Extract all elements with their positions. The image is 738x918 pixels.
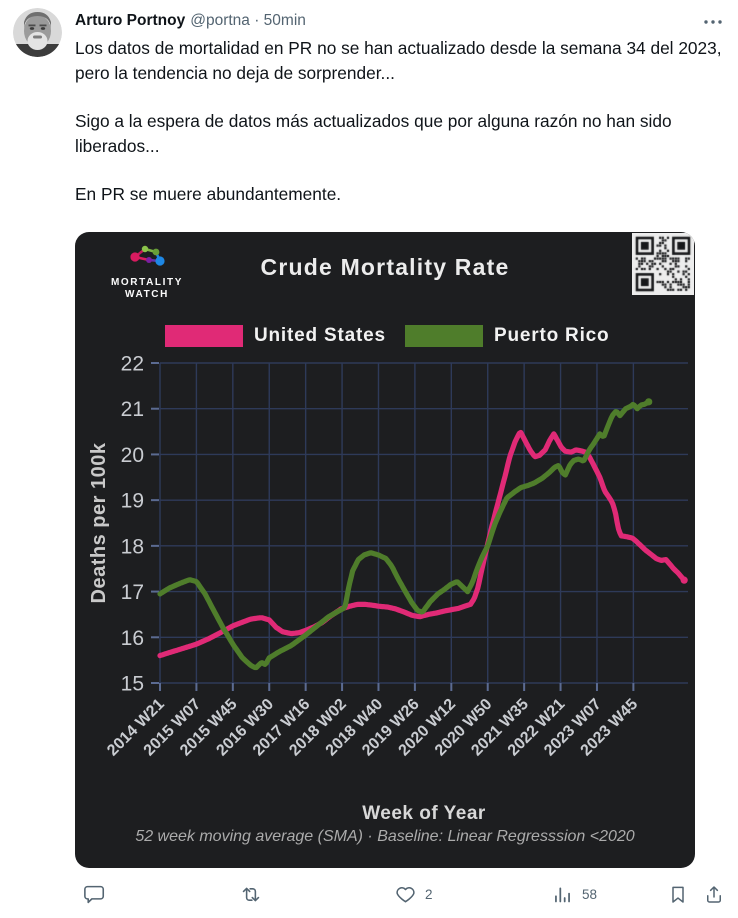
handle-and-time[interactable]: @portna · 50min <box>190 12 306 29</box>
like-count: 2 <box>425 887 433 902</box>
svg-text:22: 22 <box>121 353 144 376</box>
views-button[interactable]: 58 <box>552 884 597 905</box>
view-count: 58 <box>582 887 598 902</box>
chart-title: Crude Mortality Rate <box>260 254 510 280</box>
svg-text:Week of Year: Week of Year <box>362 803 486 824</box>
svg-text:19: 19 <box>121 490 144 513</box>
svg-text:21: 21 <box>121 398 144 421</box>
legend-label-puerto-rico: Puerto Rico <box>494 325 610 346</box>
tweet-header: Arturo Portnoy @portna · 50min <box>75 12 306 30</box>
legend-swatch-puerto-rico <box>405 325 483 347</box>
brand-line-2: WATCH <box>125 288 169 300</box>
chart-caption: 52 week moving average (SMA) · Baseline:… <box>135 828 635 845</box>
tweet-text: Los datos de mortalidad en PR no se han … <box>75 36 725 207</box>
share-button[interactable] <box>704 884 724 905</box>
ellipsis-icon <box>704 20 722 24</box>
bookmark-button[interactable] <box>668 884 688 905</box>
svg-text:17: 17 <box>121 581 144 604</box>
tweet-paragraph-1: Los datos de mortalidad en PR no se han … <box>75 38 722 83</box>
tweet-action-bar: 2 58 <box>0 882 738 910</box>
author-name[interactable]: Arturo Portnoy <box>75 12 186 29</box>
reply-button[interactable] <box>84 884 105 905</box>
share-icon <box>707 886 721 903</box>
svg-text:Deaths per 100k: Deaths per 100k <box>88 442 110 603</box>
tweet-paragraph-3: En PR se muere abundantemente. <box>75 184 342 204</box>
svg-text:15: 15 <box>121 673 144 696</box>
retweet-button[interactable] <box>240 884 262 905</box>
reply-icon <box>84 885 105 904</box>
svg-text:20: 20 <box>121 444 144 467</box>
avatar-image <box>13 8 62 57</box>
mortality-watch-logo-icon <box>130 245 165 266</box>
tweet-paragraph-2: Sigo a la espera de datos más actualizad… <box>75 111 672 156</box>
heart-icon <box>396 887 415 903</box>
avatar[interactable] <box>13 8 62 57</box>
legend-item-puerto-rico: Puerto Rico <box>405 325 609 347</box>
brand-line-1: MORTALITY <box>111 277 183 288</box>
brand-logo: MORTALITY WATCH <box>91 242 203 300</box>
legend-item-united-states: United States <box>165 325 386 347</box>
analytics-bars-icon <box>555 887 570 903</box>
svg-text:18: 18 <box>121 535 144 558</box>
like-button[interactable]: 2 <box>395 884 433 905</box>
chart-media[interactable]: 15 16 17 18 19 20 21 22 2014 W21 2015 W07 2015 W45… <box>75 232 695 868</box>
retweet-icon <box>242 887 260 902</box>
legend-label-united-states: United States <box>254 325 386 346</box>
more-button[interactable] <box>700 12 726 32</box>
qr-code <box>632 233 694 295</box>
legend-swatch-united-states <box>165 325 243 347</box>
bookmark-icon <box>672 886 684 903</box>
svg-text:16: 16 <box>121 627 144 650</box>
